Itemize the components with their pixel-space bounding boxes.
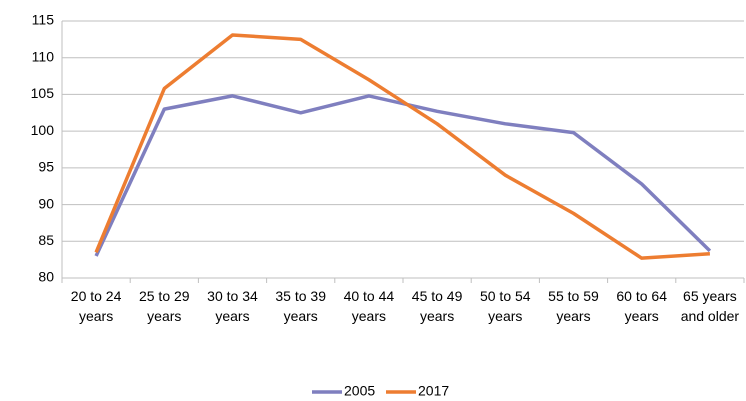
x-tick-label: 30 to 34 years [207, 288, 258, 324]
series-line [94, 94, 712, 257]
y-tick-label: 110 [32, 48, 55, 64]
x-tick-label: 65 years and older [680, 288, 740, 324]
x-tick-label: 45 to 49 years [411, 288, 463, 324]
y-tick-label: 95 [38, 159, 54, 175]
x-tick-label: 40 to 44 years [343, 288, 395, 324]
x-tick-label: 35 to 39 years [275, 288, 326, 324]
y-tick-label: 90 [38, 195, 54, 211]
x-tick-label: 55 to 59 years [548, 288, 599, 324]
y-tick-label: 85 [38, 232, 54, 248]
y-tick-label: 105 [31, 85, 55, 101]
x-tick-label: 25 to 29 years [138, 288, 190, 324]
x-tick-label: 60 to 64 years [616, 288, 667, 324]
y-tick-label: 80 [38, 269, 54, 285]
x-tick-label: 20 to 24 years [70, 288, 122, 324]
legend-label: 2005 [344, 383, 375, 399]
legend-label: 2017 [418, 383, 449, 399]
x-tick-label: 50 to 54 years [479, 288, 531, 324]
y-tick-label: 100 [31, 122, 55, 138]
y-tick-label: 115 [32, 12, 55, 28]
series-line [94, 33, 711, 260]
